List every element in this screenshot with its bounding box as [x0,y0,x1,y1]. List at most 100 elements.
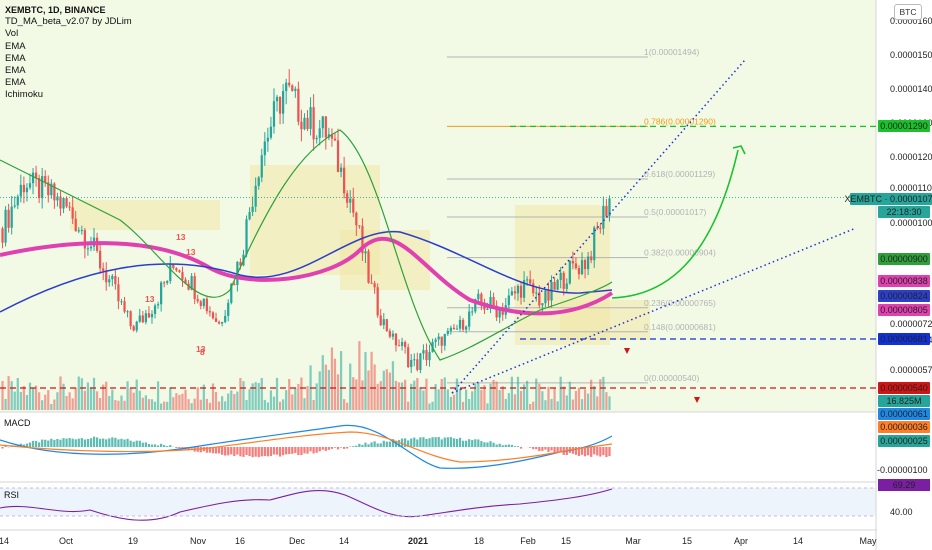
volume-bar [461,401,465,410]
legend-line-td[interactable]: TD_MA_beta_v2.07 by JDLim [5,16,132,28]
candle-body [272,101,276,127]
candle-body [590,256,593,261]
macd-bar [153,444,157,447]
candle-body [163,282,166,284]
candle-body [553,281,556,290]
candle-body [114,275,117,285]
volume-bar [160,403,163,410]
volume-bar [577,387,581,410]
macd-bar [336,447,340,450]
candle-body [477,293,480,300]
volume-bar [590,379,593,410]
macd-bar [413,437,416,447]
candle-body [391,333,395,337]
volume-bar [483,385,486,410]
volume-bar [361,380,364,410]
candle-body [443,334,446,346]
macd-bar [251,447,254,458]
macd-bar [358,443,361,447]
macd-bar [583,447,587,457]
candle-body [4,209,7,243]
volume-bar [562,386,565,410]
volume-bar [163,401,166,410]
candle-body [175,268,178,271]
volume-bar [535,378,538,410]
volume-bar [150,399,154,410]
macd-bar [474,439,477,447]
volume-bar [397,382,401,410]
macd-bar [160,443,163,447]
macd-bar [141,442,144,447]
volume-bar [501,386,504,410]
macd-bar [553,447,556,453]
rsi-label: RSI [4,490,20,500]
candle-body [19,184,22,197]
macd-bar [315,447,318,453]
candle-body [513,291,517,294]
volume-bar [416,377,419,410]
price-tag-label: 0.00000036 [880,422,928,432]
legend-line-ema1[interactable]: EMA [5,40,26,52]
macd-bar [416,439,419,447]
macd-bar [446,437,449,447]
macd-bar [367,444,370,447]
time-axis-tick: Feb [520,536,536,546]
macd-bar [221,447,224,455]
candle-body [385,319,388,331]
candle-body [7,209,10,228]
candle-body [108,279,111,283]
candle-body [71,207,74,219]
macd-bar [117,439,120,447]
candle-body [1,228,4,243]
candle-body [349,198,352,203]
rsi-axis-tick: 40.00 [890,507,913,517]
volume-bar [568,381,571,410]
ema-line-pink [0,236,614,316]
volume-bar [41,400,44,410]
legend-line-ema2[interactable]: EMA [5,52,26,64]
candle-body [480,293,483,303]
macd-bar [266,447,269,457]
candle-body [50,183,53,196]
volume-bar [300,377,303,410]
symbol-title[interactable]: XEMBTC, 1D, BINANCE [5,5,106,15]
candle-body [208,311,212,313]
candle-body [169,263,172,281]
candle-body [56,196,59,201]
macd-bar [114,437,117,447]
legend-line-vol[interactable]: Vol [5,28,19,40]
candle-body [474,299,477,312]
volume-bar [471,391,474,410]
macd-bar [178,447,181,449]
macd-bar [437,436,440,447]
time-axis-tick: Dec [289,536,306,546]
volume-bar [16,378,19,410]
volume-bar [83,390,86,410]
volume-bar [468,399,471,410]
volume-bar [254,382,257,410]
macd-bar [608,447,611,457]
macd-bar [83,439,86,447]
macd-bar [92,436,96,447]
volume-bar [169,387,172,410]
volume-bar [44,394,47,410]
currency-button[interactable]: BTC [894,4,922,20]
candle-body [166,280,169,283]
time-axis-tick: 18 [474,536,484,546]
volume-bar [291,394,294,410]
time-axis-tick: 14 [793,536,803,546]
volume-bar [583,389,587,410]
volume-bar [86,382,90,410]
candle-body [461,319,465,330]
legend-line-ema3[interactable]: EMA [5,65,26,77]
macd-bar [208,447,212,453]
legend-line-ichimoku[interactable]: Ichimoku [5,89,44,101]
volume-bar [190,403,193,410]
volume-bar [135,379,138,410]
candle-body [275,96,279,102]
legend-line-ema4[interactable]: EMA [5,77,26,89]
volume-bar [343,399,346,410]
volume-bar [410,383,413,410]
macd-bar [236,447,239,455]
volume-bar [77,376,80,410]
